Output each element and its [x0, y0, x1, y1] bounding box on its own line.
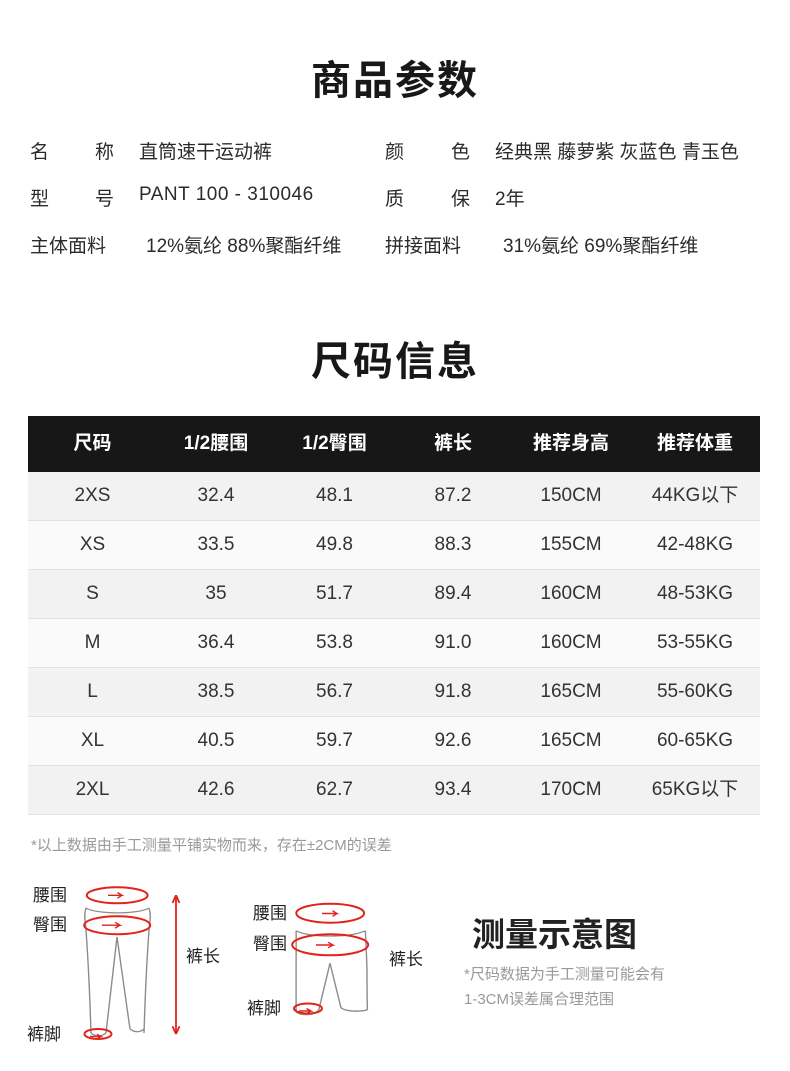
svg-text:裤脚: 裤脚 — [247, 994, 281, 1019]
svg-text:裤长: 裤长 — [389, 945, 423, 970]
svg-text:腰围: 腰围 — [33, 881, 67, 906]
svg-text:臀围: 臀围 — [33, 911, 67, 936]
svg-text:裤长: 裤长 — [186, 942, 220, 967]
svg-text:裤脚: 裤脚 — [27, 1020, 61, 1045]
svg-text:腰围: 腰围 — [253, 899, 287, 924]
svg-text:臀围: 臀围 — [253, 930, 287, 955]
